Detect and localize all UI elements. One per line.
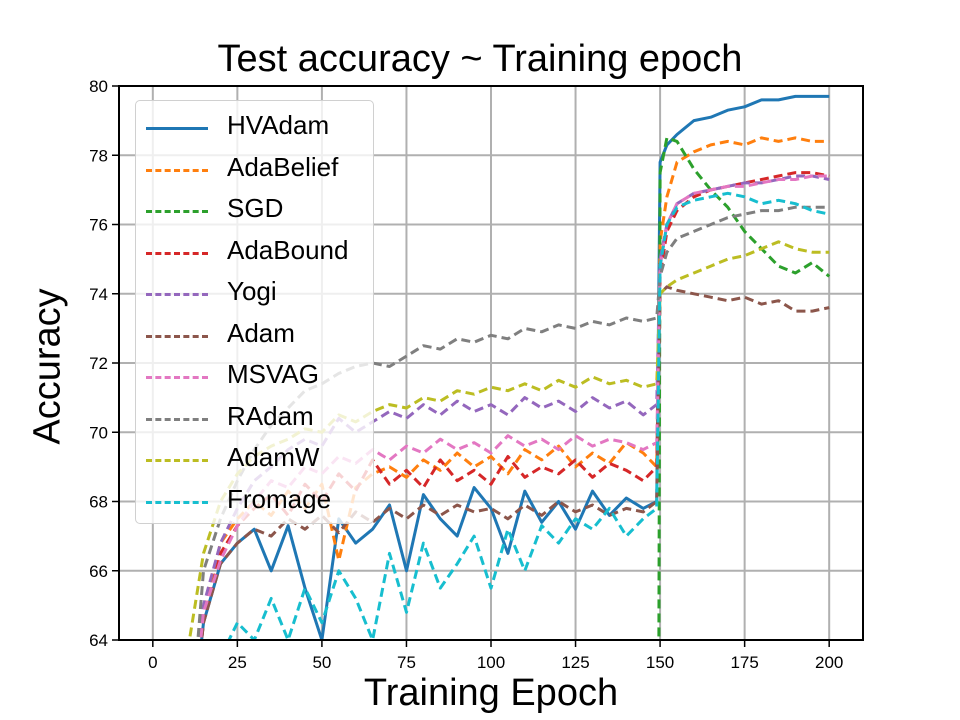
legend-item-adam: Adam: [136, 316, 375, 356]
x-axis-label: Training Epoch: [363, 672, 619, 714]
legend-label: AdaBelief: [227, 151, 339, 182]
legend-item-msvag: MSVAG: [136, 357, 375, 397]
legend-swatch: [146, 334, 208, 338]
series-line-hvadam: [200, 94, 830, 640]
legend-label: RAdam: [227, 400, 314, 431]
legend-item-hvadam: HVAdam: [136, 108, 375, 148]
x-tick-label: 100: [477, 653, 505, 672]
y-tick-label: 64: [89, 631, 108, 650]
legend-label: AdaBound: [227, 234, 349, 265]
y-tick-label: 80: [89, 77, 108, 96]
legend-item-sgd: SGD: [136, 191, 375, 231]
y-tick-label: 70: [89, 423, 108, 442]
x-tick-label: 75: [397, 653, 416, 672]
legend-label: Yogi: [227, 276, 277, 306]
chart-title: Test accuracy ~ Training epoch: [217, 38, 743, 80]
series-line-fromage: [227, 191, 830, 640]
series-line-adam: [200, 285, 830, 640]
legend-swatch: [146, 251, 208, 255]
x-tick-label: 150: [646, 653, 674, 672]
legend-item-yogi: Yogi: [136, 274, 375, 314]
y-tick-label: 78: [89, 146, 108, 165]
legend-label: HVAdam: [227, 110, 330, 140]
x-tick-label: 175: [730, 653, 758, 672]
legend-label: Fromage: [227, 483, 332, 514]
legend-swatch: [146, 293, 208, 296]
y-tick-label: 66: [89, 562, 108, 581]
legend-swatch: [146, 210, 208, 213]
legend-label: Adam: [227, 317, 295, 348]
y-tick-label: 74: [89, 285, 108, 304]
legend-label: AdamW: [227, 442, 320, 472]
x-tick-label: 50: [312, 653, 331, 672]
x-tick-label: 0: [148, 653, 157, 672]
y-tick-label: 72: [89, 354, 108, 373]
y-axis-ticks: 64 66 68 70 72 74 76 78 80: [89, 77, 119, 650]
y-axis-label: Accuracy: [26, 288, 69, 445]
legend: HVAdam AdaBelief SGD AdaBound Yogi Adam MSVAG R…: [135, 100, 374, 524]
legend-item-fromage: Fromage: [136, 482, 375, 522]
legend-swatch: [146, 127, 208, 130]
legend-swatch: [146, 500, 208, 504]
legend-swatch: [146, 417, 208, 421]
legend-item-adabound: AdaBound: [136, 233, 375, 273]
legend-item-radam: RAdam: [136, 399, 375, 439]
legend-label: SGD: [227, 193, 284, 223]
y-tick-label: 76: [89, 216, 108, 235]
legend-swatch: [146, 168, 208, 172]
legend-swatch: [146, 459, 208, 462]
x-axis-ticks: 0 25 50 75 100 125 150 175 200: [148, 640, 843, 672]
y-tick-label: 68: [89, 493, 108, 512]
x-tick-label: 125: [561, 653, 589, 672]
legend-swatch: [146, 376, 208, 379]
legend-item-adamw: AdamW: [136, 440, 375, 480]
x-tick-label: 200: [815, 653, 843, 672]
legend-item-adabelief: AdaBelief: [136, 150, 375, 190]
x-tick-label: 25: [228, 653, 247, 672]
legend-label: MSVAG: [227, 359, 319, 389]
